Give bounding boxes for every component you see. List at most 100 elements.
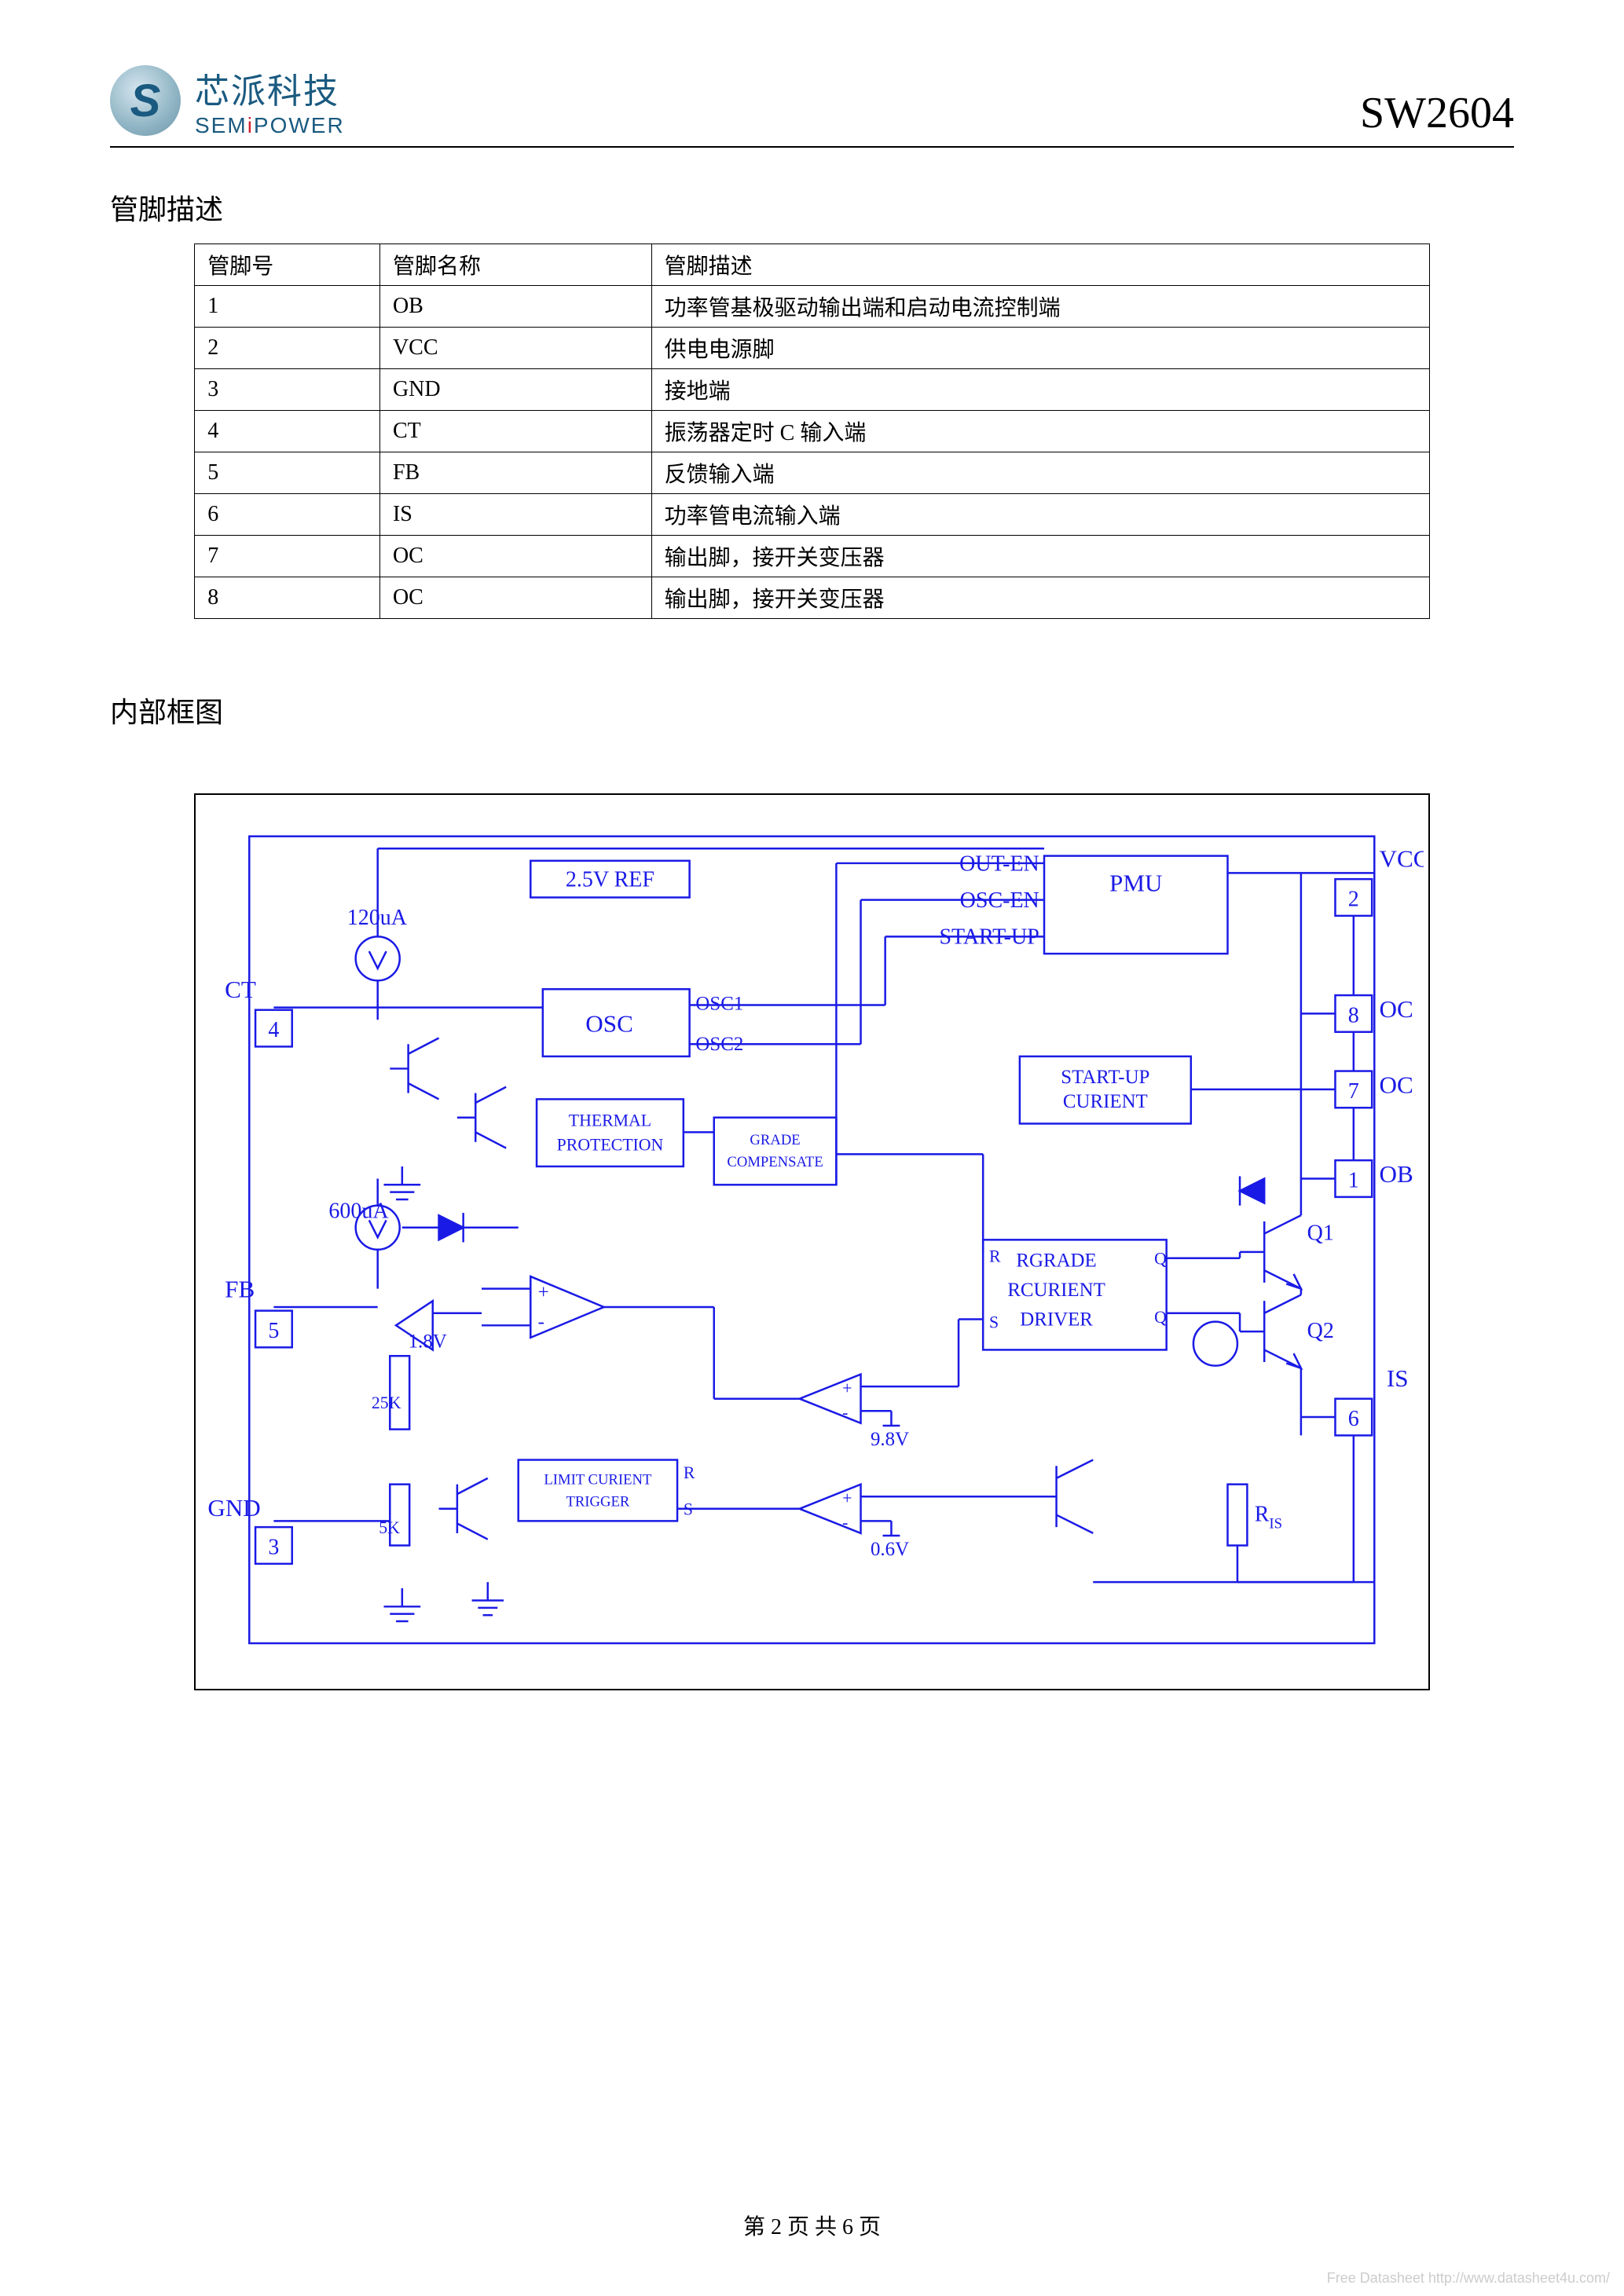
thermal2: PROTECTION [557, 1136, 664, 1155]
pin-oc8-num: 8 [1348, 1003, 1359, 1027]
block-pmu: PMU [1109, 870, 1162, 897]
table-header-row: 管脚号 管脚名称 管脚描述 [195, 244, 1430, 286]
pin-is-num: 6 [1348, 1407, 1359, 1431]
logo-text: 芯派科技 SEMiPOWER [195, 63, 345, 138]
cell-pin-desc: 反馈输入端 [651, 452, 1429, 494]
val-120ua: 120uA [347, 906, 408, 930]
svg-text:-: - [842, 1514, 848, 1532]
cell-pin-name: OC [379, 536, 651, 577]
cell-pin-desc: 供电电源脚 [651, 328, 1429, 369]
q1-transistor: Q1 [1240, 1215, 1334, 1288]
table-row: 3GND接地端 [195, 369, 1430, 411]
drv-q2: Q [1154, 1308, 1167, 1327]
q2: Q2 [1307, 1319, 1334, 1343]
r25k: 25K [372, 1393, 401, 1412]
pin-vcc-label: VCC [1380, 845, 1424, 873]
pin-oc7-num: 7 [1348, 1079, 1359, 1104]
start2: CURIENT [1063, 1091, 1148, 1112]
footer-total: 6 [842, 2215, 853, 2239]
lim1: LIMIT CURIENT [544, 1472, 653, 1489]
thermal1: THERMAL [569, 1111, 651, 1130]
pin-is-label: IS [1387, 1364, 1409, 1392]
pin-ct-num: 4 [269, 1018, 280, 1042]
section-title-pins: 管脚描述 [110, 187, 1514, 228]
grade1: GRADE [750, 1132, 801, 1148]
val-600ua: 600uA [329, 1199, 390, 1223]
diagram-svg: 2.5V REF PMU OUT-EN OSC-EN START-UP OSC … [200, 800, 1424, 1680]
footer-post: 页 [853, 2215, 881, 2239]
pin-ob-num: 1 [1348, 1168, 1359, 1192]
page-header: S 芯派科技 SEMiPOWER SW2604 [110, 63, 1514, 148]
gnd-symbol-2 [384, 1588, 421, 1621]
q1: Q1 [1307, 1221, 1334, 1245]
val-06v: 0.6V [871, 1539, 909, 1560]
svg-text:+: + [842, 1489, 852, 1508]
cell-pin-desc: 振荡器定时 C 输入端 [651, 411, 1429, 452]
drv3: DRIVER [1020, 1309, 1093, 1330]
val-18v: 1.8V [409, 1331, 447, 1352]
cell-pin-num: 7 [195, 536, 380, 577]
footer-pre: 第 [743, 2215, 771, 2239]
start1: START-UP [1061, 1067, 1149, 1088]
pin-ob-label: OB [1380, 1160, 1413, 1188]
pin-gnd-num: 3 [269, 1535, 280, 1559]
lim-r: R [684, 1463, 695, 1482]
table-row: 5FB反馈输入端 [195, 452, 1430, 494]
drv-s: S [989, 1313, 999, 1331]
pin-gnd-label: GND [208, 1494, 261, 1522]
pin-oc7-label: OC [1380, 1071, 1413, 1099]
company-logo: S 芯派科技 SEMiPOWER [110, 63, 345, 138]
cell-pin-desc: 功率管电流输入端 [651, 494, 1429, 536]
pin-ct: CT 4 [225, 976, 292, 1046]
company-name-en: SEMiPOWER [195, 113, 345, 138]
cell-pin-name: IS [379, 494, 651, 536]
footer-mid: 页 共 [782, 2215, 842, 2239]
table-row: 1OB功率管基极驱动输出端和启动电流控制端 [195, 286, 1430, 328]
ris-sub: IS [1270, 1516, 1283, 1532]
svg-text:-: - [538, 1311, 544, 1332]
table-row: 4CT振荡器定时 C 输入端 [195, 411, 1430, 452]
cell-pin-desc: 输出脚，接开关变压器 [651, 536, 1429, 577]
svg-text:+: + [842, 1379, 852, 1397]
logo-en-pre: SEM [195, 113, 247, 137]
svg-text:-: - [842, 1404, 848, 1423]
grade2: COMPENSATE [728, 1154, 823, 1170]
col-pin-desc: 管脚描述 [651, 244, 1429, 286]
pin-is: IS 6 [1336, 1364, 1409, 1435]
table-row: 7OC输出脚，接开关变压器 [195, 536, 1430, 577]
logo-en-post: POWER [254, 113, 345, 137]
pin-fb-num: 5 [269, 1319, 280, 1343]
col-pin-name: 管脚名称 [379, 244, 651, 286]
gnd-symbol-1 [384, 1166, 421, 1199]
cell-pin-num: 4 [195, 411, 380, 452]
col-pin-num: 管脚号 [195, 244, 380, 286]
pin-ct-label: CT [225, 976, 256, 1003]
section-title-diagram: 内部框图 [110, 690, 1514, 731]
company-name-cn: 芯派科技 [195, 63, 345, 113]
pin-vcc-num: 2 [1348, 887, 1359, 911]
cell-pin-name: FB [379, 452, 651, 494]
table-row: 6IS功率管电流输入端 [195, 494, 1430, 536]
logo-en-i: i [247, 113, 254, 137]
cell-pin-name: CT [379, 411, 651, 452]
drv2: RCURIENT [1008, 1280, 1105, 1301]
part-number: SW2604 [1360, 88, 1514, 138]
cell-pin-num: 6 [195, 494, 380, 536]
svg-text:+: + [538, 1282, 549, 1303]
watermark: Free Datasheet http://www.datasheet4u.co… [1327, 2270, 1610, 2287]
pin-table: 管脚号 管脚名称 管脚描述 1OB功率管基极驱动输出端和启动电流控制端2VCC供… [194, 244, 1430, 619]
cell-pin-num: 8 [195, 577, 380, 619]
cell-pin-num: 1 [195, 286, 380, 328]
val-98v: 9.8V [871, 1429, 909, 1450]
cell-pin-desc: 功率管基极驱动输出端和启动电流控制端 [651, 286, 1429, 328]
pin-vcc: VCC 2 [1336, 845, 1424, 916]
cell-pin-num: 3 [195, 369, 380, 411]
cell-pin-name: VCC [379, 328, 651, 369]
osc1: OSC1 [696, 994, 744, 1015]
gnd-symbol-3 [472, 1582, 504, 1615]
cell-pin-desc: 输出脚，接开关变压器 [651, 577, 1429, 619]
page-footer: 第 2 页 共 6 页 [0, 2210, 1624, 2241]
block-ref: 2.5V REF [566, 868, 654, 892]
block-diagram: 2.5V REF PMU OUT-EN OSC-EN START-UP OSC … [194, 793, 1430, 1690]
cell-pin-name: OB [379, 286, 651, 328]
